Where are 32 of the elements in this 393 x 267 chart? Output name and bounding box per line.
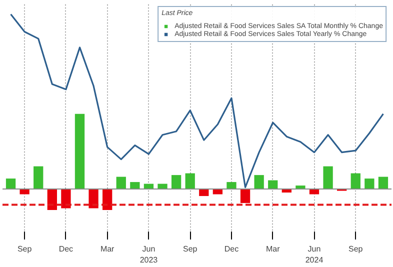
bar bbox=[323, 166, 333, 190]
bar bbox=[130, 182, 140, 190]
bar bbox=[226, 182, 236, 190]
bar bbox=[102, 189, 112, 210]
x-tick-label: Mar bbox=[100, 244, 115, 254]
bar bbox=[364, 178, 374, 190]
bar bbox=[34, 166, 44, 190]
x-tick-label: Jun 2024 bbox=[305, 244, 324, 264]
bar bbox=[6, 178, 16, 190]
bar bbox=[185, 173, 195, 190]
bar bbox=[350, 173, 360, 190]
x-tick-label: Sep bbox=[182, 244, 198, 254]
x-tick-label: Dec bbox=[58, 244, 74, 254]
bar bbox=[254, 175, 264, 190]
x-tick-label: Jun 2023 bbox=[140, 244, 158, 264]
bar bbox=[268, 180, 278, 190]
bar bbox=[240, 189, 250, 204]
bar bbox=[212, 189, 223, 194]
bar bbox=[61, 189, 71, 208]
bar bbox=[378, 176, 388, 190]
bar bbox=[171, 175, 182, 190]
x-tick-label: Mar bbox=[266, 244, 280, 254]
bar bbox=[199, 189, 209, 196]
bar bbox=[309, 189, 320, 194]
bar bbox=[88, 189, 98, 208]
x-tick-label: Dec bbox=[224, 244, 239, 254]
x-tick-label: Sep bbox=[348, 244, 364, 254]
bar bbox=[116, 176, 126, 190]
bar bbox=[47, 189, 57, 210]
bar bbox=[74, 114, 85, 190]
x-tick-label: Sep bbox=[17, 244, 32, 254]
bar bbox=[20, 189, 30, 194]
